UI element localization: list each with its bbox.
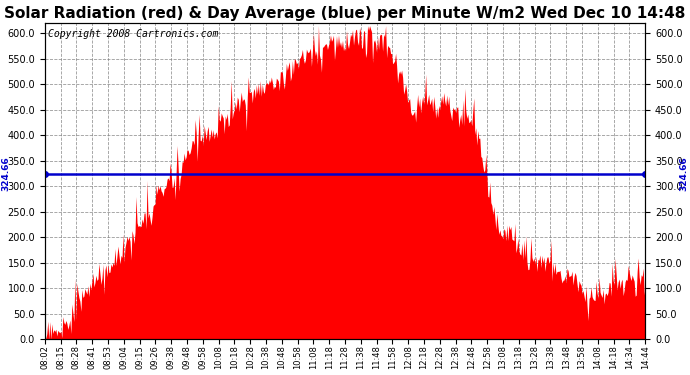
Text: 324.66: 324.66: [1, 156, 10, 191]
Text: Copyright 2008 Cartronics.com: Copyright 2008 Cartronics.com: [48, 29, 218, 39]
Text: 324.66: 324.66: [680, 156, 689, 191]
Title: Solar Radiation (red) & Day Average (blue) per Minute W/m2 Wed Dec 10 14:48: Solar Radiation (red) & Day Average (blu…: [4, 6, 686, 21]
